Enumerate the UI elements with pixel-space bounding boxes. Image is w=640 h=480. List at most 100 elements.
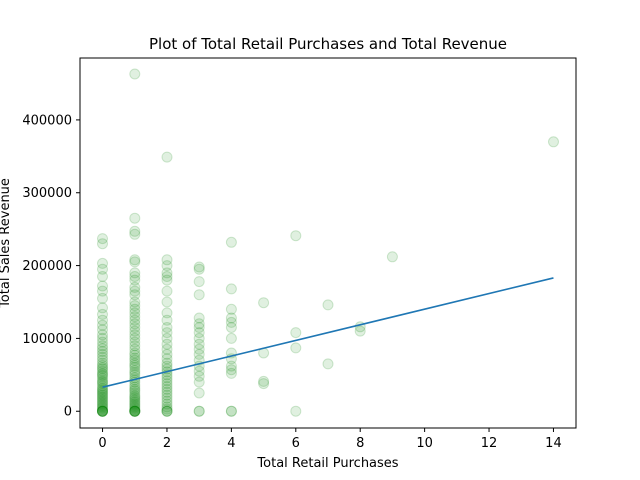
data-point (129, 296, 141, 308)
data-point (97, 346, 108, 357)
data-point (193, 276, 205, 288)
data-point (129, 347, 141, 359)
data-point (161, 401, 173, 413)
data-point (129, 391, 141, 403)
data-point (129, 68, 141, 80)
data-point (161, 383, 173, 395)
data-point (225, 405, 237, 417)
data-point (129, 281, 141, 293)
data-point (129, 307, 141, 319)
data-point (161, 285, 173, 297)
data-point (97, 394, 108, 406)
data-point (161, 381, 173, 392)
data-point (322, 299, 334, 311)
data-point (193, 338, 205, 350)
data-point (97, 302, 108, 314)
data-point (161, 353, 173, 365)
data-point (97, 367, 108, 379)
y-tick-label: 0 (64, 405, 72, 420)
y-tick-label: 200000 (22, 259, 72, 274)
data-point (161, 151, 173, 163)
data-point (129, 362, 141, 373)
data-point (161, 375, 173, 387)
data-point (193, 370, 205, 382)
data-point (129, 405, 141, 417)
data-point (193, 332, 205, 344)
data-point (161, 267, 173, 279)
data-point (97, 280, 108, 292)
y-tick-label: 300000 (22, 186, 72, 201)
data-point (193, 365, 205, 377)
x-tick-label: 6 (292, 436, 300, 451)
data-point (129, 381, 141, 393)
data-point (129, 314, 141, 326)
y-axis: 0 100000 200000 300000 400000 (22, 113, 80, 420)
data-point (129, 389, 141, 401)
data-point (97, 405, 108, 417)
x-tick-label: 10 (416, 436, 433, 451)
data-point (97, 370, 108, 382)
data-point (129, 212, 141, 224)
data-point (193, 405, 205, 417)
data-point (129, 354, 141, 366)
data-point (193, 387, 205, 399)
trend-line-layer (102, 277, 554, 388)
data-point (161, 322, 173, 333)
data-point (354, 325, 366, 337)
x-tick-label: 0 (98, 436, 106, 451)
data-point (97, 336, 108, 348)
data-point (129, 395, 141, 407)
data-point (290, 230, 302, 242)
data-point (129, 365, 141, 376)
data-point (97, 308, 108, 320)
x-tick-label: 2 (163, 436, 171, 451)
data-point (193, 348, 205, 360)
data-point (193, 263, 205, 275)
data-point (97, 263, 108, 275)
data-point (129, 285, 141, 297)
data-point (97, 382, 108, 394)
data-point (129, 318, 141, 330)
data-point (161, 405, 173, 417)
data-point (97, 373, 108, 384)
data-point (129, 228, 141, 240)
data-point (129, 322, 141, 333)
data-point (129, 405, 141, 417)
data-point (97, 365, 108, 377)
data-point (97, 324, 108, 336)
data-point (97, 386, 108, 398)
data-point (225, 364, 237, 376)
data-point (225, 367, 237, 379)
data-point (161, 403, 173, 415)
data-point (97, 351, 108, 363)
data-point (129, 367, 141, 379)
data-point (97, 257, 108, 269)
data-point (129, 267, 141, 279)
data-point (193, 405, 205, 417)
data-point (129, 352, 141, 364)
data-point (161, 271, 173, 282)
scatter-points (97, 68, 559, 417)
data-point (161, 307, 173, 319)
data-point (97, 392, 108, 404)
data-point (161, 357, 173, 369)
data-point (161, 395, 173, 407)
data-point (97, 405, 108, 417)
data-point (97, 405, 108, 417)
data-point (97, 402, 108, 414)
x-axis: 0 2 4 6 8 10 12 14 (98, 428, 562, 451)
x-axis-label: Total Retail Purchases (256, 456, 398, 471)
data-point (97, 388, 108, 400)
data-point (129, 357, 141, 369)
data-point (193, 376, 205, 388)
data-point (129, 311, 141, 323)
data-point (161, 398, 173, 410)
data-point (193, 343, 205, 355)
data-point (193, 322, 205, 333)
data-point (129, 398, 141, 410)
data-point (129, 405, 141, 417)
data-point (129, 359, 141, 371)
data-point (97, 354, 108, 366)
data-point (129, 300, 141, 312)
